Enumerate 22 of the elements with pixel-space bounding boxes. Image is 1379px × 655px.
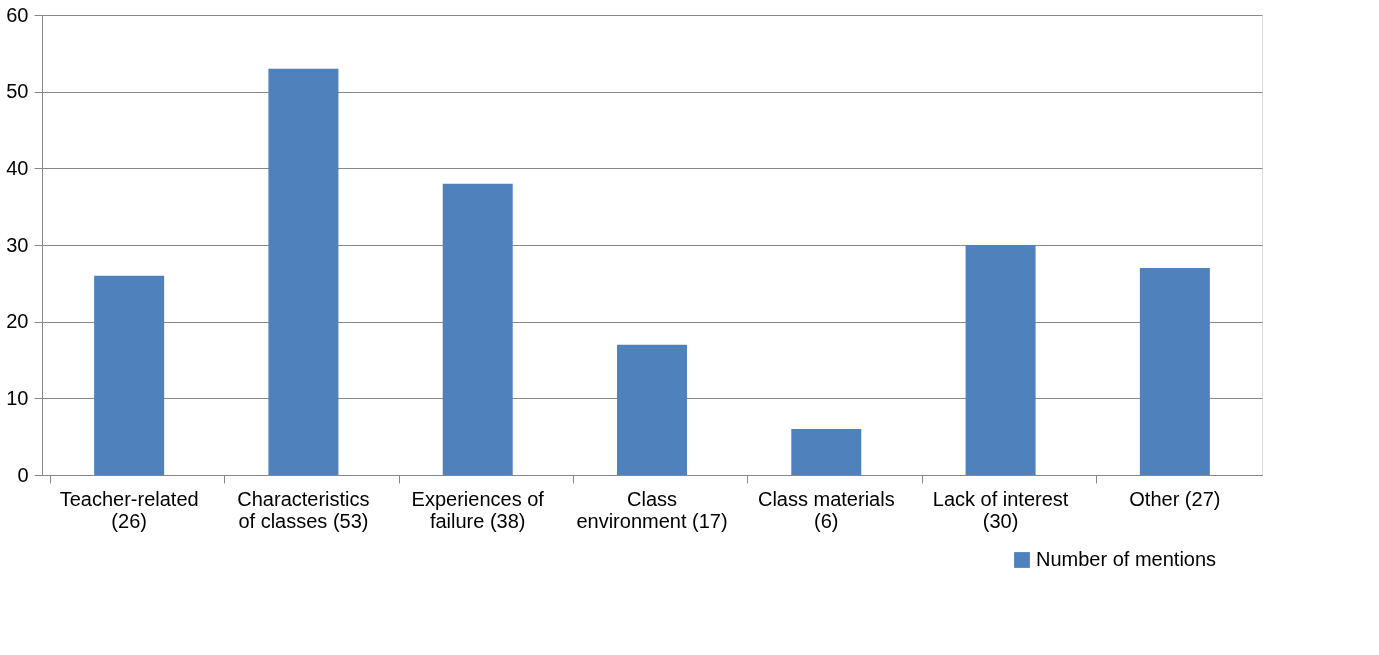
y-tick-label: 0	[17, 463, 29, 486]
x-tick-label: Class environment (17)	[576, 487, 728, 532]
bar	[268, 68, 339, 475]
bar	[791, 429, 862, 475]
x-tick-label: Teacher-related (26)	[59, 487, 199, 532]
y-tick-label: 50	[6, 80, 29, 103]
legend-label: Number of mentions	[1036, 548, 1217, 570]
y-tick-label: 60	[6, 3, 29, 26]
bar	[965, 245, 1036, 475]
x-tick-label: Experiences of failure (38)	[411, 487, 545, 532]
y-tick-label: 40	[6, 156, 29, 179]
x-tick-label: Class materials (6)	[757, 487, 895, 532]
x-tick-label: Characteristics of classes (53)	[237, 487, 370, 532]
y-tick-label: 20	[6, 310, 29, 333]
bar	[442, 183, 513, 475]
bar	[617, 344, 687, 475]
x-tick-label: Other (27)	[1129, 487, 1221, 510]
x-tick-label: Lack of interest (30)	[932, 487, 1069, 532]
bar	[1139, 268, 1210, 475]
bar	[94, 275, 165, 475]
y-tick-label: 10	[6, 386, 29, 409]
y-tick-label: 30	[6, 233, 29, 256]
